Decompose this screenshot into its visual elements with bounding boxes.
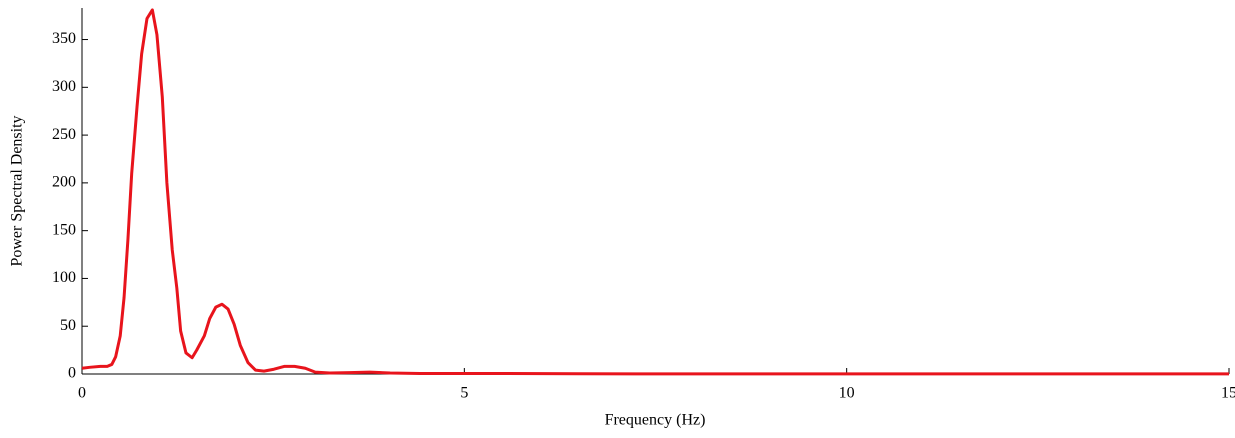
x-axis-label: Frequency (Hz) [605, 412, 706, 429]
y-tick-label: 100 [52, 269, 76, 286]
y-tick-label: 300 [52, 78, 76, 95]
x-tick-label: 0 [78, 385, 86, 402]
y-tick-label: 350 [52, 30, 76, 47]
y-tick-label: 150 [52, 221, 76, 238]
y-tick-label: 200 [52, 174, 76, 191]
data-line [81, 8, 1229, 376]
y-tick-label: 250 [52, 126, 76, 143]
x-tick-label: 5 [460, 385, 468, 402]
x-tick-label: 10 [839, 385, 855, 402]
x-tick-label: 15 [1221, 385, 1235, 402]
y-axis-label: Power Spectral Density [9, 115, 26, 266]
y-tick-label: 0 [68, 365, 76, 382]
y-tick-label: 50 [60, 317, 76, 334]
